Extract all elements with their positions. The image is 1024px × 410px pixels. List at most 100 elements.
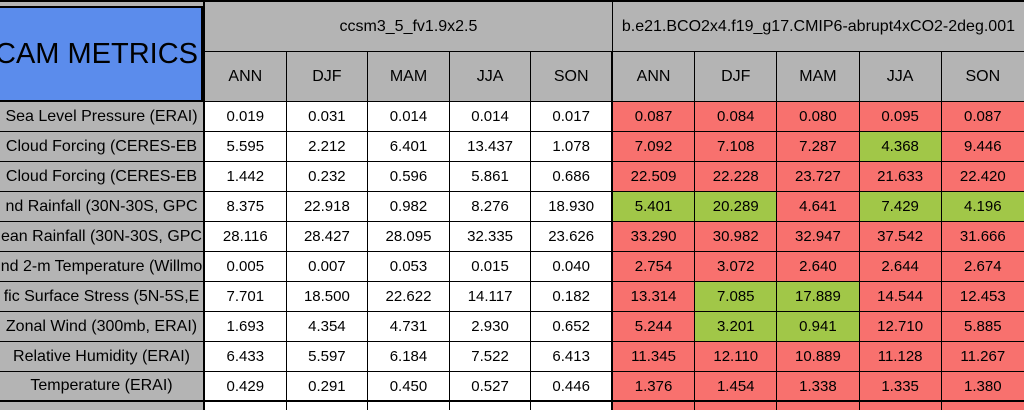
metric-value-cell: 5.861 — [449, 162, 532, 192]
metric-value-cell: 0.450 — [368, 372, 450, 402]
partial-row-cell — [368, 402, 450, 410]
metric-value-cell: 0.182 — [531, 282, 613, 312]
metric-value-cell: 0.080 — [777, 102, 860, 132]
season-header-son: SON — [531, 52, 613, 102]
season-header-jja: JJA — [859, 52, 942, 102]
metric-value-cell: 0.982 — [368, 192, 450, 222]
metric-value-cell: 22.509 — [612, 162, 696, 192]
metric-value-cell: 12.110 — [695, 342, 778, 372]
metric-value-cell: 22.420 — [941, 162, 1024, 192]
metric-value-cell: 0.019 — [205, 102, 287, 132]
metric-value-cell: 18.500 — [286, 282, 369, 312]
metric-value-cell: 5.595 — [205, 132, 287, 162]
metric-value-cell: 32.335 — [449, 222, 532, 252]
metric-value-cell: 8.276 — [449, 192, 532, 222]
partial-row-cell — [859, 402, 942, 410]
metric-value-cell: 6.401 — [368, 132, 450, 162]
metric-value-cell: 1.454 — [695, 372, 778, 402]
metric-value-cell: 30.982 — [695, 222, 778, 252]
partial-row-cell — [449, 402, 532, 410]
metric-value-cell: 0.005 — [205, 252, 287, 282]
metric-value-cell: 3.201 — [695, 312, 778, 342]
metric-value-cell: 1.380 — [941, 372, 1024, 402]
metric-value-cell: 0.053 — [368, 252, 450, 282]
season-header-djf: DJF — [286, 52, 369, 102]
metric-label: Cloud Forcing (CERES-EB — [0, 132, 205, 162]
metric-value-cell: 7.085 — [695, 282, 778, 312]
partial-row-cell — [941, 402, 1024, 410]
metric-value-cell: 37.542 — [859, 222, 942, 252]
metric-value-cell: 2.674 — [941, 252, 1024, 282]
metric-value-cell: 1.335 — [859, 372, 942, 402]
metric-value-cell: 28.427 — [286, 222, 369, 252]
metric-value-cell: 3.072 — [695, 252, 778, 282]
metric-value-cell: 2.754 — [612, 252, 696, 282]
metric-value-cell: 7.429 — [859, 192, 942, 222]
metric-value-cell: 0.017 — [531, 102, 613, 132]
metric-value-cell: 4.731 — [368, 312, 450, 342]
metric-value-cell: 17.889 — [777, 282, 860, 312]
metric-value-cell: 23.727 — [777, 162, 860, 192]
season-header-djf: DJF — [695, 52, 778, 102]
metric-value-cell: 0.084 — [695, 102, 778, 132]
metric-value-cell: 14.117 — [449, 282, 532, 312]
metric-value-cell: 22.918 — [286, 192, 369, 222]
metric-value-cell: 7.287 — [777, 132, 860, 162]
metric-value-cell: 13.314 — [612, 282, 696, 312]
metric-value-cell: 1.442 — [205, 162, 287, 192]
metric-value-cell: 0.429 — [205, 372, 287, 402]
metric-value-cell: 4.368 — [859, 132, 942, 162]
metric-label: nd 2-m Temperature (Willmo — [0, 252, 205, 282]
metric-value-cell: 0.686 — [531, 162, 613, 192]
metric-value-cell: 31.666 — [941, 222, 1024, 252]
metric-value-cell: 6.433 — [205, 342, 287, 372]
metric-value-cell: 1.693 — [205, 312, 287, 342]
partial-row-label-cell — [0, 402, 205, 410]
metric-value-cell: 7.701 — [205, 282, 287, 312]
metric-value-cell: 32.947 — [777, 222, 860, 252]
metric-value-cell: 7.108 — [695, 132, 778, 162]
metric-value-cell: 0.095 — [859, 102, 942, 132]
metric-value-cell: 0.232 — [286, 162, 369, 192]
partial-row-cell — [531, 402, 613, 410]
metric-value-cell: 14.544 — [859, 282, 942, 312]
metric-value-cell: 0.446 — [531, 372, 613, 402]
metric-value-cell: 4.641 — [777, 192, 860, 222]
partial-row-cell — [205, 402, 287, 410]
metric-value-cell: 28.095 — [368, 222, 450, 252]
metric-value-cell: 7.522 — [449, 342, 532, 372]
metric-value-cell: 0.014 — [449, 102, 532, 132]
metric-value-cell: 0.087 — [941, 102, 1024, 132]
season-header-mam: MAM — [368, 52, 450, 102]
metric-value-cell: 0.007 — [286, 252, 369, 282]
metric-value-cell: 33.290 — [612, 222, 696, 252]
metric-label: Zonal Wind (300mb, ERAI) — [0, 312, 205, 342]
metric-value-cell: 11.267 — [941, 342, 1024, 372]
metric-value-cell: 0.087 — [612, 102, 696, 132]
model-header-left: ccsm3_5_fv1.9x2.5 — [205, 2, 613, 52]
season-header-ann: ANN — [205, 52, 287, 102]
metric-value-cell: 8.375 — [205, 192, 287, 222]
metric-value-cell: 4.196 — [941, 192, 1024, 222]
metric-value-cell: 0.527 — [449, 372, 532, 402]
page-title: CAM METRICS — [0, 6, 203, 102]
metric-value-cell: 0.652 — [531, 312, 613, 342]
corner-cell: CAM METRICS — [0, 2, 205, 102]
metric-value-cell: 0.031 — [286, 102, 369, 132]
metric-value-cell: 12.453 — [941, 282, 1024, 312]
metric-label: Temperature (ERAI) — [0, 372, 205, 402]
metric-value-cell: 7.092 — [612, 132, 696, 162]
season-header-son: SON — [941, 52, 1024, 102]
metric-value-cell: 5.597 — [286, 342, 369, 372]
metric-label: fic Surface Stress (5N-5S,E — [0, 282, 205, 312]
metric-value-cell: 6.413 — [531, 342, 613, 372]
metric-value-cell: 18.930 — [531, 192, 613, 222]
metric-value-cell: 0.596 — [368, 162, 450, 192]
metric-value-cell: 0.941 — [777, 312, 860, 342]
metric-value-cell: 0.015 — [449, 252, 532, 282]
partial-row-cell — [286, 402, 369, 410]
metric-value-cell: 5.244 — [612, 312, 696, 342]
metric-value-cell: 1.338 — [777, 372, 860, 402]
